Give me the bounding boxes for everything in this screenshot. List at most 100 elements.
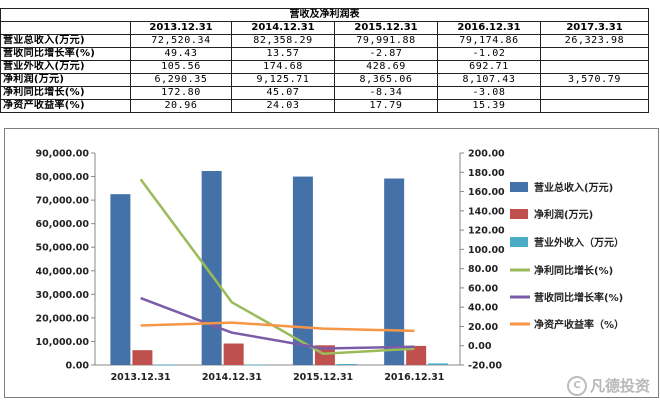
bar — [406, 345, 427, 365]
chart-container: 0.00 10,000.00 20,000.00 30,000.00 40,000.00… — [4, 128, 659, 398]
table-row: 营业外收入(万元) 105.56 174.68 428.69 692.71 — [0, 60, 649, 74]
table-cell: 24.03 — [231, 99, 335, 113]
table-header-cell: 2014.12.31 — [231, 21, 335, 35]
revenue-profit-table: 营收及净利润表 2013.12.31 2014.12.31 2015.12.31… — [0, 8, 649, 113]
bar — [384, 178, 405, 365]
row-label: 营业外收入(万元) — [0, 60, 131, 74]
row-label: 净资产收益率(%) — [0, 99, 131, 113]
left-tick-label: 20,000.00 — [36, 313, 90, 324]
right-tick-label: 200.00 — [468, 149, 505, 160]
table-header-cell: 2015.12.31 — [334, 21, 438, 35]
legend-label: 营业外收入（万元） — [534, 236, 624, 249]
table-row: 净利同比增长(%) 172.80 45.07 -8.34 -3.08 — [0, 86, 649, 100]
table-cell: 172.80 — [130, 86, 232, 100]
table-row: 营收同比增长率(%) 49.43 13.57 -2.87 -1.02 — [0, 47, 649, 61]
left-tick-label: 70,000.00 — [36, 196, 90, 207]
legend-label: 净利同比增长(%) — [534, 264, 613, 277]
bar — [245, 364, 266, 366]
table-cell: 72,520.34 — [130, 34, 232, 48]
x-tick-label: 2016.12.31 — [384, 372, 444, 383]
table-header-cell: 2017.3.31 — [540, 21, 649, 35]
table-row: 净资产收益率(%) 20.96 24.03 17.79 15.39 — [0, 99, 649, 113]
table-cell: 174.68 — [231, 60, 335, 74]
table-cell: 20.96 — [130, 99, 232, 113]
bar — [201, 171, 222, 365]
right-tick-label: 100.00 — [468, 245, 505, 256]
bar — [428, 363, 449, 365]
table-cell — [540, 47, 649, 61]
table-cell: 8,365.06 — [334, 73, 438, 87]
legend-label: 净利润(万元) — [534, 208, 593, 221]
table-cell: 105.56 — [130, 60, 232, 74]
bar — [223, 343, 244, 365]
right-tick-label: 180.00 — [468, 168, 505, 179]
table-cell: 6,290.35 — [130, 73, 232, 87]
right-tick-label: 0.00 — [468, 341, 492, 352]
right-tick-label: 140.00 — [468, 206, 505, 217]
legend-swatch-bar — [510, 209, 528, 219]
watermark-logo-icon: C — [566, 376, 587, 396]
table-cell: 49.43 — [130, 47, 232, 61]
table-cell: 9,125.71 — [231, 73, 335, 87]
table-row: 营业总收入(万元) 72,520.34 82,358.29 79,991.88 … — [0, 34, 649, 48]
table-cell: -1.02 — [437, 47, 541, 61]
right-tick-label: 80.00 — [468, 264, 498, 275]
table-cell: 428.69 — [334, 60, 438, 74]
x-tick-label: 2015.12.31 — [293, 372, 353, 383]
table-cell: 692.71 — [437, 60, 541, 74]
bar — [132, 350, 153, 365]
left-tick-label: 30,000.00 — [36, 290, 90, 301]
x-tick-label: 2013.12.31 — [111, 372, 171, 383]
table-body: 营业总收入(万元) 72,520.34 82,358.29 79,991.88 … — [0, 34, 649, 113]
legend-swatch-bar — [510, 237, 528, 247]
table-cell: 82,358.29 — [231, 34, 335, 48]
right-tick-label: 160.00 — [468, 187, 505, 198]
table-cell: -8.34 — [334, 86, 438, 100]
row-label: 营收同比增长率(%) — [0, 47, 131, 61]
combo-chart: 0.00 10,000.00 20,000.00 30,000.00 40,000.00… — [36, 149, 625, 384]
table-cell — [540, 99, 649, 113]
series-line — [140, 321, 415, 333]
table-cell: -3.08 — [437, 86, 541, 100]
table-row: 净利润(万元) 6,290.35 9,125.71 8,365.06 8,107… — [0, 73, 649, 87]
right-tick-label: -20.00 — [468, 361, 502, 372]
table-cell — [540, 60, 649, 74]
table-cell: -2.87 — [334, 47, 438, 61]
row-label: 净利润(万元) — [0, 73, 131, 87]
left-tick-label: 40,000.00 — [36, 266, 90, 277]
table-cell: 3,570.79 — [540, 73, 649, 87]
left-tick-label: 50,000.00 — [36, 243, 90, 254]
table-cell: 13.57 — [231, 47, 335, 61]
watermark: C 凡德投资 — [566, 375, 650, 396]
series-line — [139, 178, 415, 356]
series-line — [140, 296, 415, 350]
left-tick-label: 10,000.00 — [36, 337, 90, 348]
table-header-empty — [0, 21, 131, 35]
left-tick-label: 80,000.00 — [36, 172, 90, 183]
table-cell — [540, 86, 649, 100]
right-tick-label: 20.00 — [468, 322, 498, 333]
bar — [336, 363, 357, 365]
watermark-text: 凡德投资 — [589, 376, 650, 395]
row-label: 营业总收入(万元) — [0, 34, 131, 48]
left-tick-label: 0.00 — [66, 361, 90, 372]
legend-label: 净资产收益率（%） — [534, 318, 624, 331]
legend-swatch-bar — [510, 182, 528, 192]
left-tick-label: 60,000.00 — [36, 219, 90, 230]
x-tick-label: 2014.12.31 — [202, 372, 262, 383]
table-cell: 8,107.43 — [437, 73, 541, 87]
left-tick-label: 90,000.00 — [36, 149, 90, 160]
table-cell: 79,991.88 — [334, 34, 438, 48]
table-header-cell: 2013.12.31 — [130, 21, 232, 35]
table-header-row: 2013.12.31 2014.12.31 2015.12.31 2016.12… — [0, 21, 649, 35]
table-cell: 17.79 — [334, 99, 438, 113]
table-cell: 15.39 — [437, 99, 541, 113]
row-label: 净利同比增长(%) — [0, 86, 131, 100]
table-cell: 45.07 — [231, 86, 335, 100]
legend-label: 营收同比增长率(%) — [534, 291, 623, 304]
table-cell: 26,323.98 — [540, 34, 649, 48]
bar — [110, 194, 131, 365]
bar — [292, 176, 313, 365]
right-tick-label: 40.00 — [468, 303, 498, 314]
bar — [154, 364, 175, 366]
